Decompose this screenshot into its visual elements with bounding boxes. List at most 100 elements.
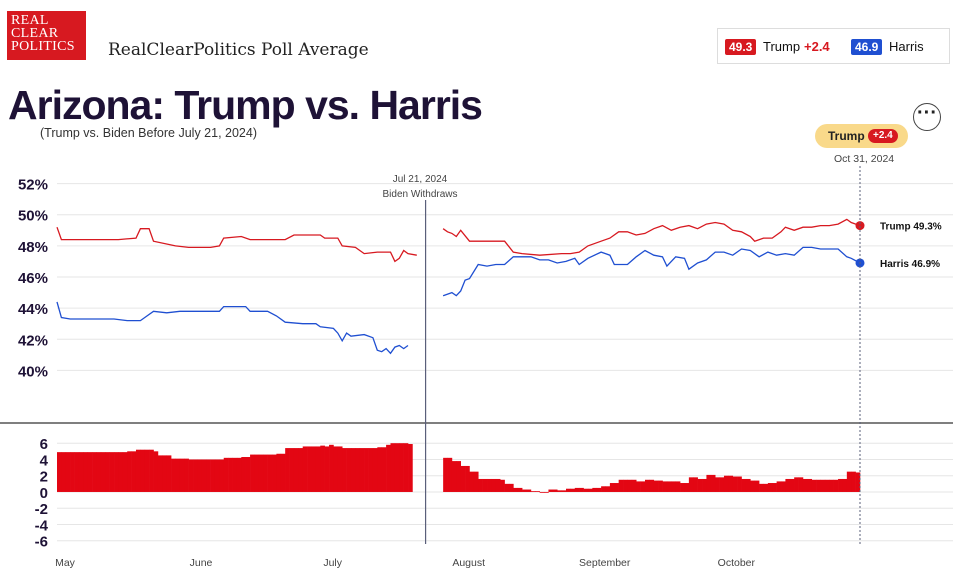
spread-bar	[157, 455, 163, 492]
spread-bar	[184, 458, 189, 492]
spread-bar	[175, 458, 181, 492]
y-tick-label: 46%	[18, 270, 48, 287]
spread-bar	[267, 454, 273, 492]
spread-bar	[219, 459, 225, 492]
spread-bar	[315, 446, 321, 492]
spread-bar	[513, 487, 519, 492]
spread-bar	[587, 488, 593, 492]
spread-bar	[640, 481, 646, 492]
spread-bar	[171, 458, 176, 492]
spread-bar	[781, 481, 786, 492]
spread-bar	[829, 479, 834, 492]
spread-bar	[61, 452, 67, 492]
spread-bar	[767, 483, 773, 492]
y-tick-label: 42%	[18, 332, 48, 349]
spread-bar	[447, 457, 453, 492]
spread-bar	[794, 477, 799, 492]
x-tick-label: May	[55, 557, 76, 569]
spread-bar	[245, 457, 251, 492]
spread-bar	[258, 454, 264, 492]
spread-bar	[666, 481, 672, 492]
spread-bar	[394, 443, 400, 492]
spread-bar	[675, 481, 681, 492]
leader-name: Trump	[828, 129, 865, 143]
spread-bar	[702, 478, 707, 492]
spread-bar	[566, 488, 571, 492]
spread-bar	[122, 452, 128, 492]
annotation-date: Jul 21, 2024	[393, 174, 448, 185]
endpoint-trump[interactable]	[855, 221, 865, 231]
spread-bar	[552, 489, 558, 492]
spread-bar	[70, 452, 75, 492]
spread-tick-label: -2	[35, 501, 48, 518]
spread-bar	[807, 478, 813, 492]
spread-bar	[838, 478, 843, 492]
spread-bar	[289, 448, 295, 492]
spread-bar	[653, 480, 659, 492]
series-line-harris	[442, 246, 861, 297]
spread-bar	[408, 444, 413, 492]
spread-bar	[609, 483, 615, 492]
spread-bar	[728, 475, 734, 492]
spread-bar	[816, 479, 821, 492]
spread-bar	[706, 474, 712, 492]
spread-bar	[583, 488, 589, 492]
x-tick-label: July	[323, 557, 342, 569]
spread-bar	[210, 459, 216, 492]
spread-bar	[557, 490, 562, 492]
spread-bar	[719, 477, 725, 492]
spread-bar	[750, 480, 755, 492]
spread-bar	[680, 483, 685, 492]
spread-bar	[526, 489, 532, 492]
y-tick-label: 40%	[18, 363, 48, 380]
spread-tick-label: 4	[40, 452, 49, 469]
spread-bar	[842, 478, 848, 492]
x-tick-label: August	[452, 557, 485, 569]
page-subtitle: (Trump vs. Biden Before July 21, 2024)	[40, 126, 257, 140]
spread-bar	[153, 451, 159, 492]
spread-bar	[179, 458, 185, 492]
series-end-label: Trump 49.3%	[880, 222, 942, 233]
spread-bar	[574, 487, 580, 492]
series-line-harris	[56, 301, 409, 355]
ellipsis-icon[interactable]: ···	[913, 103, 941, 131]
spread-bar	[193, 459, 198, 492]
annotation-text: Biden Withdraws	[382, 189, 457, 200]
spread-bar	[623, 479, 628, 492]
spread-bar	[109, 452, 115, 492]
y-tick-label: 48%	[18, 239, 48, 256]
leader-spread: +2.4	[868, 129, 898, 143]
spread-bar	[697, 478, 703, 492]
spread-bar	[87, 452, 93, 492]
trump-name-label: Trump	[763, 39, 801, 54]
spread-bar	[482, 478, 488, 492]
spread-bar	[561, 490, 567, 492]
spread-bar	[530, 491, 536, 492]
spread-bar	[465, 465, 470, 492]
harris-value-badge: 46.9	[851, 39, 883, 55]
spread-bar	[693, 477, 698, 492]
spread-bar	[601, 486, 606, 492]
spread-bar	[772, 483, 777, 492]
spread-bar	[592, 487, 598, 492]
spread-bar	[649, 479, 655, 492]
spread-bar	[759, 483, 764, 492]
spread-bar	[131, 451, 137, 492]
spread-bar	[851, 471, 856, 492]
spread-bar	[263, 454, 268, 492]
spread-bar	[390, 443, 396, 492]
spread-bar	[57, 452, 62, 492]
spread-bar	[460, 465, 466, 492]
spread-bar	[741, 478, 747, 492]
spread-bar	[570, 488, 576, 492]
trump-spread-label: +2.4	[804, 39, 830, 54]
logo-line-2: CLEAR	[11, 26, 59, 41]
x-tick-label: June	[190, 557, 213, 569]
spread-bar	[228, 457, 233, 492]
y-tick-label: 44%	[18, 301, 48, 318]
spread-bar	[329, 444, 334, 492]
spread-bar	[737, 476, 742, 492]
rcp-logo[interactable]: REAL CLEAR POLITICS	[7, 11, 86, 60]
spread-bar	[100, 452, 106, 492]
